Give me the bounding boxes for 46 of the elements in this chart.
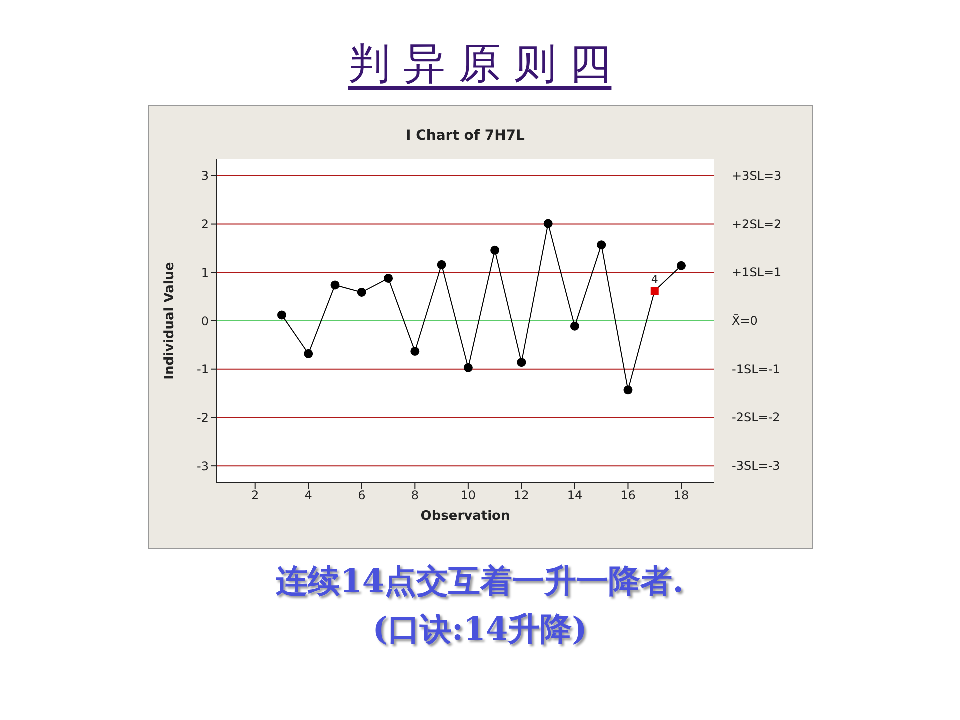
ref-line-label: -3SL=-3 (732, 459, 780, 474)
y-axis-title: Individual Value (162, 262, 178, 380)
x-tick-label: 8 (411, 488, 419, 503)
chart-title: 判 异 原 则 四 (348, 39, 612, 88)
y-tick-label: 1 (201, 266, 209, 280)
ref-line-label: +2SL=2 (732, 217, 782, 232)
point (384, 274, 394, 283)
point (490, 246, 500, 255)
ref-line-label: -1SL=-1 (732, 362, 780, 376)
text: (口诀:14升降) (372, 609, 588, 650)
point (410, 346, 420, 356)
x-axis-title: Observation (420, 509, 510, 524)
annotation: 4 (651, 273, 658, 286)
point (570, 322, 580, 331)
x-tick-label: 6 (358, 488, 366, 503)
y-tick-label: -1 (197, 362, 209, 377)
text: 连续14点交互着一升一降者. (275, 561, 685, 602)
point (650, 287, 659, 296)
point (597, 240, 606, 250)
y-tick-label: 0 (201, 314, 209, 328)
point (330, 280, 340, 290)
ref-line-label: +1SL=1 (732, 266, 782, 280)
x-tick-label: 12 (514, 488, 530, 503)
y-tick-label: 3 (201, 169, 209, 184)
point (304, 349, 314, 358)
point (437, 260, 446, 270)
y-tick-label: 2 (201, 218, 209, 232)
point (517, 358, 526, 368)
point (277, 310, 286, 320)
x-tick-label: 16 (620, 488, 636, 503)
x-tick-label: 10 (460, 488, 476, 503)
y-tick-label: -3 (197, 459, 209, 474)
point (544, 219, 553, 228)
y-tick-label: -2 (197, 410, 209, 425)
chart-subtitle: I Chart of 7H7L (405, 128, 526, 144)
x-tick-label: 2 (252, 488, 260, 503)
x-tick-label: 4 (304, 488, 312, 503)
x-tick-label: 14 (567, 488, 583, 503)
x-tick-label: 18 (674, 488, 690, 503)
ref-line-label: -2SL=-2 (732, 410, 780, 425)
ref-line-label: X̄=0 (732, 314, 758, 328)
ref-line-label: +3SL=3 (732, 168, 782, 183)
point (357, 288, 366, 297)
point (464, 363, 473, 372)
point (624, 386, 633, 395)
point (677, 261, 686, 270)
